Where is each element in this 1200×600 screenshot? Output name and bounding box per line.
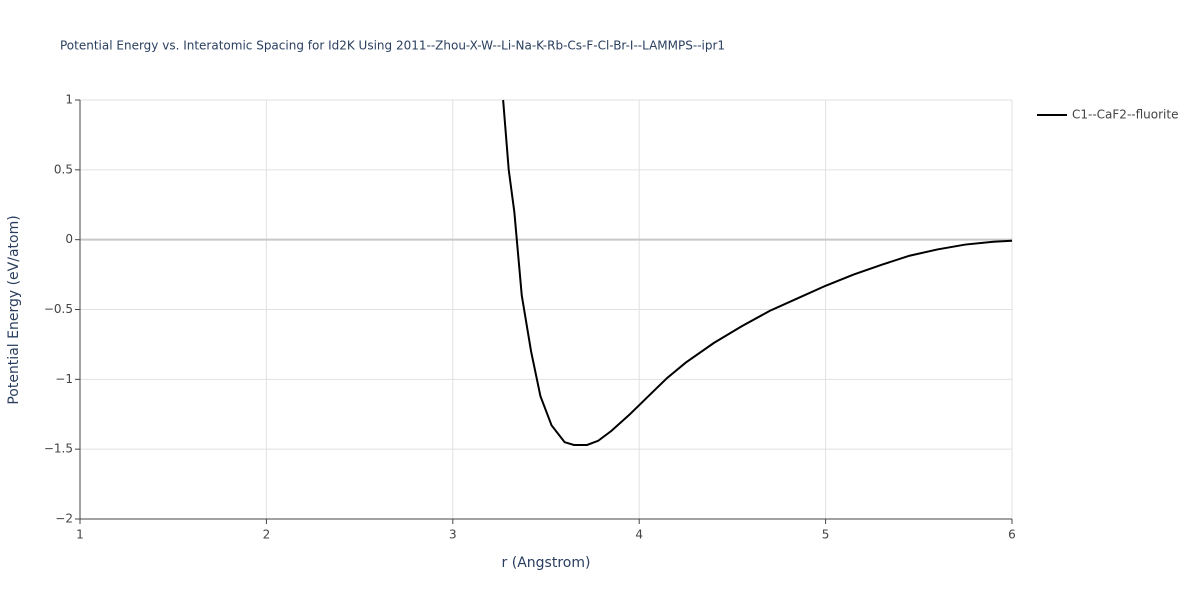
x-tick-label: 5 xyxy=(822,528,830,542)
y-tick-label: −1.5 xyxy=(44,442,73,456)
y-tick-label: −1 xyxy=(55,372,73,386)
y-tick-label: 0 xyxy=(65,232,73,246)
x-tick-label: 6 xyxy=(1008,528,1016,542)
x-tick-label: 2 xyxy=(263,528,271,542)
x-tick-label: 4 xyxy=(635,528,643,542)
y-tick-label: 0.5 xyxy=(54,162,73,176)
y-tick-label: −0.5 xyxy=(44,302,73,316)
x-axis-title: r (Angstrom) xyxy=(502,555,591,571)
y-axis-title: Potential Energy (eV/atom) xyxy=(6,215,22,404)
y-tick-label: −2 xyxy=(55,512,73,526)
series-line xyxy=(502,99,1013,446)
x-tick-label: 3 xyxy=(449,528,457,542)
legend-label: C1--CaF2--fluorite xyxy=(1072,108,1178,122)
y-tick-label: 1 xyxy=(65,93,73,107)
chart-title: Potential Energy vs. Interatomic Spacing… xyxy=(60,39,725,53)
x-tick-label: 1 xyxy=(76,528,84,542)
